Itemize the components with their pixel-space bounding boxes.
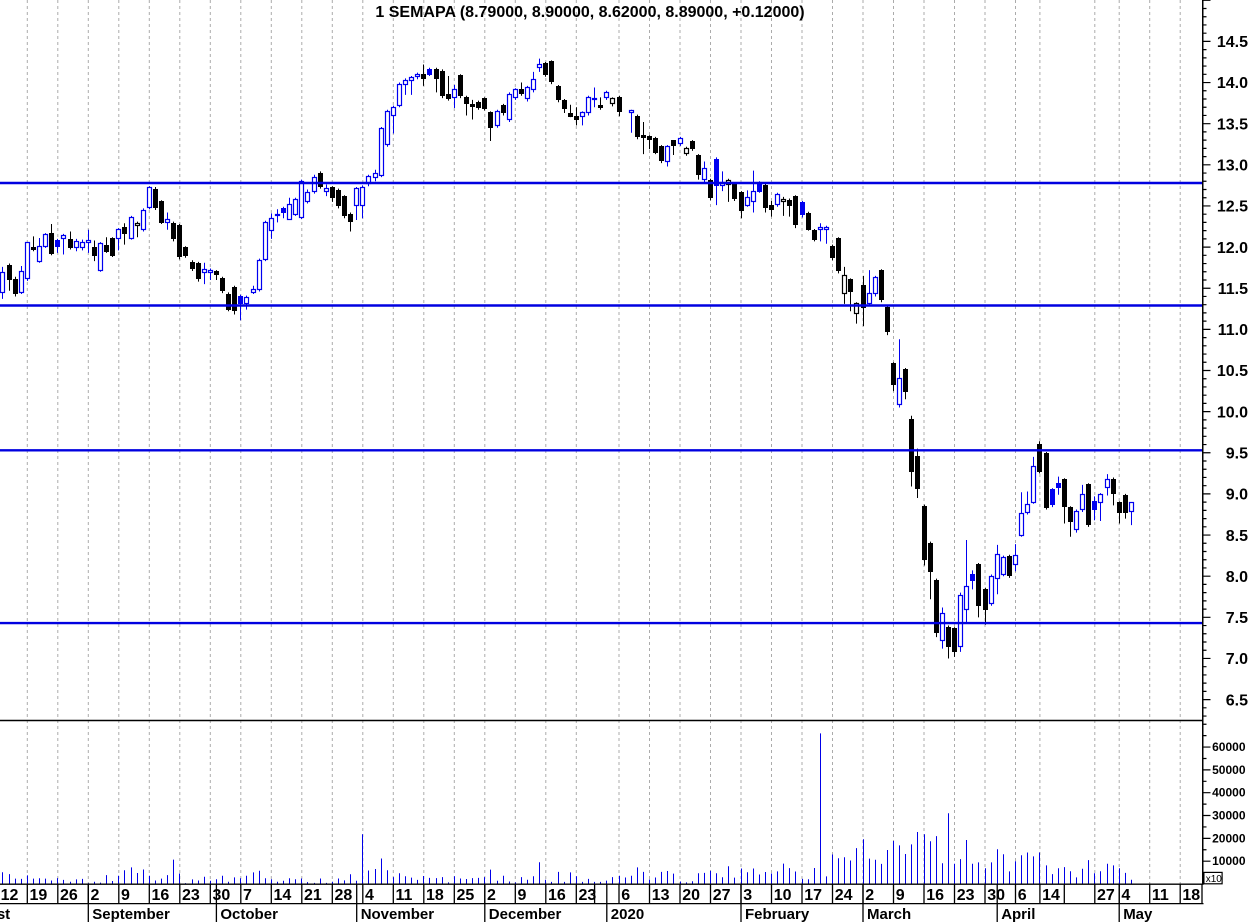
- svg-text:18: 18: [1182, 887, 1200, 904]
- svg-text:60000: 60000: [1212, 740, 1246, 754]
- svg-text:3: 3: [743, 887, 752, 904]
- svg-text:2: 2: [487, 887, 496, 904]
- svg-text:8.5: 8.5: [1226, 528, 1248, 545]
- svg-text:20000: 20000: [1212, 831, 1246, 845]
- svg-text:4: 4: [365, 887, 374, 904]
- svg-text:50000: 50000: [1212, 763, 1246, 777]
- svg-text:11: 11: [396, 887, 413, 904]
- svg-text:11: 11: [1152, 887, 1169, 904]
- svg-text:13.0: 13.0: [1217, 158, 1248, 175]
- svg-text:25: 25: [457, 887, 475, 904]
- svg-text:23: 23: [182, 887, 200, 904]
- svg-text:30: 30: [213, 887, 231, 904]
- svg-text:14: 14: [274, 887, 292, 904]
- svg-text:9: 9: [896, 887, 905, 904]
- svg-text:December: December: [489, 906, 562, 922]
- svg-text:16: 16: [926, 887, 944, 904]
- svg-text:4: 4: [1121, 887, 1130, 904]
- svg-text:March: March: [867, 906, 911, 922]
- svg-text:May: May: [1123, 906, 1153, 922]
- svg-text:14.0: 14.0: [1217, 75, 1248, 92]
- svg-text:28: 28: [335, 887, 353, 904]
- svg-text:12.0: 12.0: [1217, 240, 1248, 257]
- svg-text:40000: 40000: [1212, 786, 1246, 800]
- svg-text:10.0: 10.0: [1217, 404, 1248, 421]
- svg-text:14: 14: [1042, 887, 1060, 904]
- svg-text:16: 16: [152, 887, 170, 904]
- svg-text:20: 20: [682, 887, 700, 904]
- svg-text:9: 9: [518, 887, 527, 904]
- svg-text:April: April: [1001, 906, 1035, 922]
- svg-text:27: 27: [713, 887, 731, 904]
- svg-text:1 SEMAPA (8.79000, 8.90000, 8.: 1 SEMAPA (8.79000, 8.90000, 8.62000, 8.8…: [375, 4, 804, 21]
- svg-text:October: October: [220, 906, 278, 922]
- svg-text:2020: 2020: [611, 906, 644, 922]
- svg-text:30000: 30000: [1212, 809, 1246, 823]
- svg-text:7.0: 7.0: [1226, 651, 1248, 668]
- svg-text:30: 30: [987, 887, 1005, 904]
- svg-text:26: 26: [60, 887, 78, 904]
- svg-text:x10: x10: [1206, 874, 1223, 885]
- svg-text:14.5: 14.5: [1217, 34, 1248, 51]
- svg-text:18: 18: [426, 887, 444, 904]
- svg-text:August: August: [0, 906, 10, 922]
- svg-text:11.5: 11.5: [1218, 281, 1248, 298]
- svg-text:13: 13: [652, 887, 670, 904]
- svg-text:13.5: 13.5: [1217, 116, 1248, 133]
- svg-text:9.5: 9.5: [1226, 445, 1248, 462]
- svg-text:7: 7: [243, 887, 252, 904]
- svg-text:6: 6: [1018, 887, 1027, 904]
- svg-text:9: 9: [121, 887, 130, 904]
- svg-text:6: 6: [621, 887, 630, 904]
- svg-text:21: 21: [304, 887, 322, 904]
- svg-text:27: 27: [1097, 887, 1115, 904]
- svg-text:9.0: 9.0: [1226, 487, 1248, 504]
- svg-text:September: September: [92, 906, 170, 922]
- svg-text:10.5: 10.5: [1217, 363, 1248, 380]
- svg-text:November: November: [361, 906, 435, 922]
- svg-text:February: February: [745, 906, 810, 922]
- svg-text:2: 2: [865, 887, 874, 904]
- svg-text:23: 23: [957, 887, 975, 904]
- svg-text:23: 23: [579, 887, 597, 904]
- svg-text:17: 17: [804, 887, 822, 904]
- svg-text:8.0: 8.0: [1226, 569, 1248, 586]
- svg-text:7.5: 7.5: [1226, 610, 1248, 627]
- svg-text:12.5: 12.5: [1217, 199, 1248, 216]
- svg-text:12: 12: [1, 887, 19, 904]
- svg-text:2: 2: [91, 887, 100, 904]
- svg-text:24: 24: [835, 887, 853, 904]
- svg-text:10: 10: [774, 887, 792, 904]
- svg-text:16: 16: [548, 887, 566, 904]
- svg-text:19: 19: [30, 887, 48, 904]
- svg-text:6.5: 6.5: [1226, 692, 1248, 709]
- svg-text:11.0: 11.0: [1218, 322, 1248, 339]
- svg-text:10000: 10000: [1212, 854, 1246, 868]
